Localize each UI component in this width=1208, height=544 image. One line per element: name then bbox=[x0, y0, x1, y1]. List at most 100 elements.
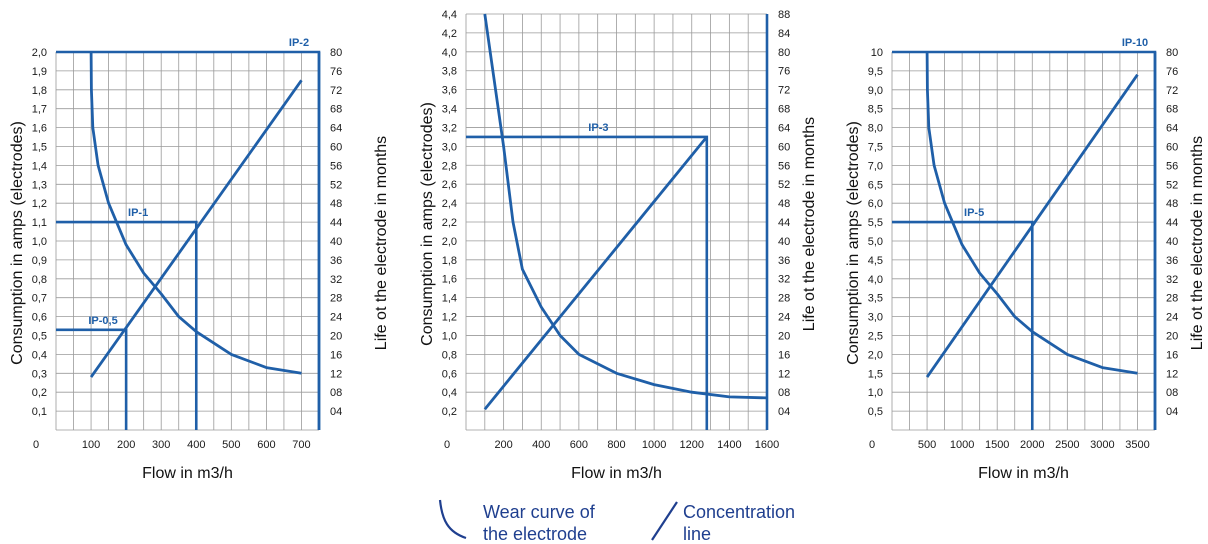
y2-tick-label: 64 bbox=[778, 122, 790, 134]
y-tick-label: 2,0 bbox=[868, 349, 883, 361]
y2-axis-title: Life ot the electrode in months bbox=[1189, 136, 1206, 350]
y2-tick-label: 68 bbox=[330, 104, 342, 116]
chart-2: 0,2 0,4 0,6 0,8 1,0 1,2 1,4 1,6 1,8 2,0 2,2 2,4 2,6 2… bbox=[419, 9, 818, 482]
y2-tick-label: 60 bbox=[1166, 142, 1178, 154]
concentration-legend-icon bbox=[651, 501, 678, 541]
y2-tick-label: 48 bbox=[778, 198, 790, 210]
y-tick-label: 1,0 bbox=[32, 236, 47, 248]
y2-tick-label: 44 bbox=[330, 217, 342, 229]
concentration-line bbox=[925, 73, 1139, 378]
y-tick-label: 2,4 bbox=[442, 198, 457, 210]
y2-tick-label: 68 bbox=[778, 104, 790, 116]
y-tick-label: 7,5 bbox=[868, 142, 883, 154]
x-tick-label: 400 bbox=[187, 439, 205, 451]
y2-tick-label: 88 bbox=[778, 9, 790, 21]
y2-tick-label: 04 bbox=[330, 406, 342, 418]
y-tick-label: 1,2 bbox=[442, 312, 457, 324]
y-tick-label: 0,3 bbox=[32, 368, 47, 380]
x-tick-label: 200 bbox=[494, 439, 512, 451]
chart-3: 0,5 1,0 1,5 2,0 2,5 3,0 3,5 4,0 4,5 5,0 5,5 6,0 6,5 7… bbox=[845, 37, 1206, 482]
y-tick-label: 1,9 bbox=[32, 66, 47, 78]
y-tick-label: 4,2 bbox=[442, 28, 457, 40]
y-tick-label: 0,8 bbox=[32, 274, 47, 286]
y-tick-label: 1,0 bbox=[868, 387, 883, 399]
y2-tick-label: 16 bbox=[778, 349, 790, 361]
y2-tick-label: 48 bbox=[330, 198, 342, 210]
wear-curve-legend-icon bbox=[438, 499, 467, 540]
x-tick-label: 200 bbox=[117, 439, 135, 451]
y-tick-label: 6,0 bbox=[868, 198, 883, 210]
x-tick-label: 1600 bbox=[755, 439, 779, 451]
y2-tick-label: 80 bbox=[778, 47, 790, 59]
y2-tick-label: 36 bbox=[778, 255, 790, 267]
y-axis-title: Consumption in amps (electrodes) bbox=[845, 121, 862, 365]
y2-tick-label: 76 bbox=[1166, 66, 1178, 78]
x-axis-title: Flow in m3/h bbox=[571, 465, 662, 482]
y2-tick-label: 32 bbox=[1166, 274, 1178, 286]
y-tick-label: 1,2 bbox=[32, 198, 47, 210]
y-tick-label: 6,5 bbox=[868, 179, 883, 191]
y2-axis-title: Life ot the electrode in months bbox=[373, 136, 390, 350]
x-tick-label: 100 bbox=[82, 439, 100, 451]
y-axis-title: Consumption in amps (electrodes) bbox=[9, 121, 26, 365]
y2-tick-label: 60 bbox=[778, 141, 790, 153]
y-tick-label: 0,1 bbox=[32, 406, 47, 418]
y-tick-label: 1,4 bbox=[32, 160, 47, 172]
y2-tick-label: 20 bbox=[1166, 331, 1178, 343]
y-tick-label: 2,8 bbox=[442, 160, 457, 172]
y2-tick-label: 72 bbox=[1166, 85, 1178, 97]
x-tick-label: 1000 bbox=[642, 439, 666, 451]
y2-tick-label: 72 bbox=[330, 85, 342, 97]
y2-tick-label: 56 bbox=[1166, 160, 1178, 172]
y2-tick-label: 12 bbox=[330, 368, 342, 380]
y2-tick-label: 40 bbox=[778, 236, 790, 248]
y-tick-label: 1,8 bbox=[442, 255, 457, 267]
y2-tick-label: 36 bbox=[1166, 255, 1178, 267]
y-tick-label: 0,4 bbox=[442, 387, 457, 399]
y-tick-label: 1,6 bbox=[32, 123, 47, 135]
wear-curve bbox=[483, 13, 768, 400]
y2-tick-label: 52 bbox=[1166, 179, 1178, 191]
y-tick-label: 1,5 bbox=[868, 368, 883, 380]
x-tick-label: 600 bbox=[570, 439, 588, 451]
y2-tick-label: 28 bbox=[1166, 293, 1178, 305]
y-tick-label: 2,6 bbox=[442, 179, 457, 191]
y2-tick-label: 20 bbox=[778, 330, 790, 342]
x-tick-label: 3500 bbox=[1125, 439, 1149, 451]
y-tick-label: 5,0 bbox=[868, 236, 883, 248]
x-tick-label: 3000 bbox=[1090, 439, 1114, 451]
y2-tick-label: 08 bbox=[330, 387, 342, 399]
y-tick-label: 10 bbox=[871, 47, 883, 59]
y2-tick-label: 12 bbox=[1166, 368, 1178, 380]
y2-tick-label: 40 bbox=[330, 236, 342, 248]
x-tick-label: 1500 bbox=[985, 439, 1009, 451]
y2-tick-label: 32 bbox=[778, 274, 790, 286]
y2-tick-label: 24 bbox=[330, 312, 342, 324]
concentration-line bbox=[89, 79, 303, 378]
y-tick-label: 3,5 bbox=[868, 293, 883, 305]
y-tick-label: 0,2 bbox=[442, 406, 457, 418]
y-tick-label: 0,7 bbox=[32, 293, 47, 305]
y2-tick-label: 16 bbox=[330, 349, 342, 361]
y-tick-label: 1,8 bbox=[32, 85, 47, 97]
y2-tick-label: 56 bbox=[330, 160, 342, 172]
x-tick-label: 2000 bbox=[1020, 439, 1044, 451]
y-tick-label: 2,5 bbox=[868, 331, 883, 343]
y-tick-label: 0,6 bbox=[442, 368, 457, 380]
concentration-line bbox=[483, 136, 708, 411]
y-tick-label: 1,6 bbox=[442, 274, 457, 286]
y2-tick-label: 80 bbox=[1166, 47, 1178, 59]
x-axis-title: Flow in m3/h bbox=[142, 465, 233, 482]
y2-tick-label: 64 bbox=[1166, 123, 1178, 135]
x-tick-label: 600 bbox=[257, 439, 275, 451]
y2-tick-label: 76 bbox=[778, 66, 790, 78]
y2-tick-label: 64 bbox=[330, 123, 342, 135]
y-tick-label: 9,5 bbox=[868, 66, 883, 78]
y-tick-label: 4,4 bbox=[442, 9, 457, 21]
x-tick-label: 0 bbox=[33, 439, 39, 451]
y-tick-label: 2,0 bbox=[442, 236, 457, 248]
wear-curve bbox=[89, 51, 302, 375]
y-tick-label: 8,0 bbox=[868, 123, 883, 135]
